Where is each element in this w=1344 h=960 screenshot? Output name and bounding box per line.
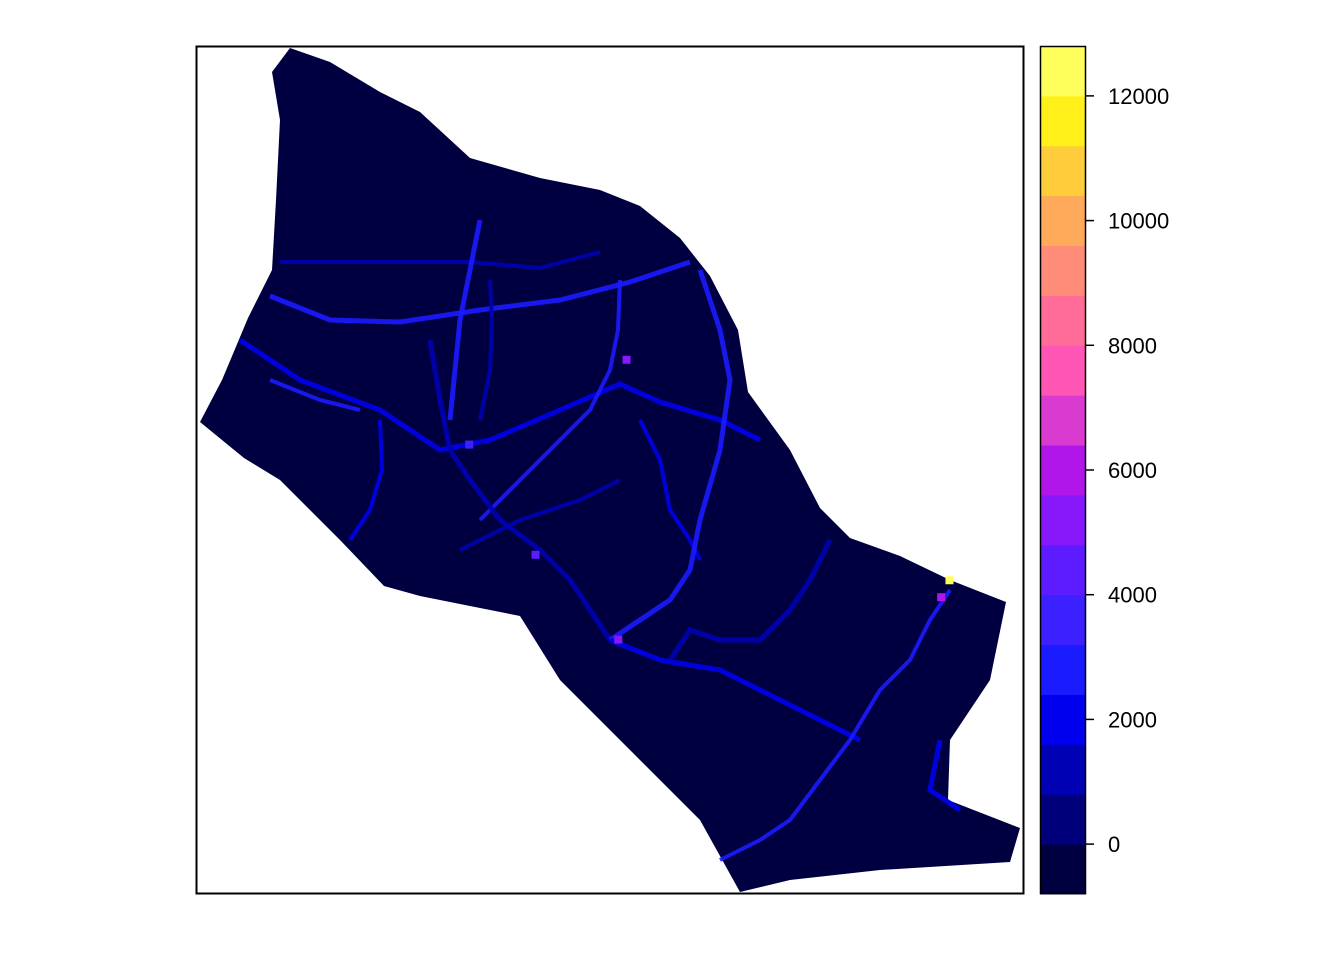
colorbar-segment (1040, 245, 1086, 296)
hotspot-cell (465, 440, 474, 449)
road-segment (667, 538, 833, 662)
road-segment (427, 339, 613, 642)
road-segment (447, 219, 483, 421)
raster-map (200, 48, 1020, 892)
road-segment (269, 378, 361, 412)
colorbar-segment (1040, 694, 1086, 745)
colorbar-segment (1040, 46, 1086, 97)
colorbar-segment (1040, 295, 1086, 346)
colorbar-tick-label: 0 (1108, 832, 1120, 857)
road-segment (927, 739, 962, 813)
hotspot-cell (622, 355, 631, 364)
colorbar-tick-label: 8000 (1108, 333, 1157, 358)
colorbar-segment (1040, 544, 1086, 596)
colorbar-segment (1040, 794, 1086, 845)
colorbar-segment (1040, 744, 1086, 795)
colorbar-segment (1040, 594, 1086, 646)
colorbar-segment (1040, 644, 1086, 695)
road-segment (609, 637, 862, 743)
colorbar-segment (1040, 395, 1086, 446)
plot-frame (195, 45, 1025, 895)
road-segment (459, 478, 621, 552)
colorbar-tick-label: 4000 (1108, 583, 1157, 608)
colorbar-segment (1040, 445, 1086, 496)
colorbar-tick-label: 12000 (1108, 84, 1169, 109)
map-region (200, 48, 1020, 892)
colorbar-segment (1040, 195, 1086, 247)
hotspot-cell (614, 635, 623, 644)
road-segment (608, 269, 733, 643)
hotspot-cell (945, 576, 954, 585)
colorbar-segment (1040, 494, 1086, 546)
road-segment (478, 279, 495, 421)
colorbar-segment (1040, 95, 1086, 147)
road-segment (348, 419, 385, 542)
colorbar-segment (1040, 844, 1086, 895)
colorbar-segment (1040, 145, 1086, 197)
hotspot-cell (531, 550, 540, 559)
hotspot-cell (937, 593, 946, 602)
road-segment (719, 588, 952, 862)
colorbar-tick-label: 2000 (1108, 707, 1157, 732)
colorbar-tick-label: 10000 (1108, 209, 1169, 234)
colorbar-segment (1040, 345, 1086, 396)
colorbar: 0 2000 4000 6000 8000 10000 12000 (1039, 45, 1169, 895)
road-segment (238, 337, 762, 453)
road-segment (478, 279, 622, 522)
colorbar-frame (1039, 45, 1087, 895)
road-segment (269, 259, 691, 325)
colorbar-tick-label: 6000 (1108, 458, 1157, 483)
